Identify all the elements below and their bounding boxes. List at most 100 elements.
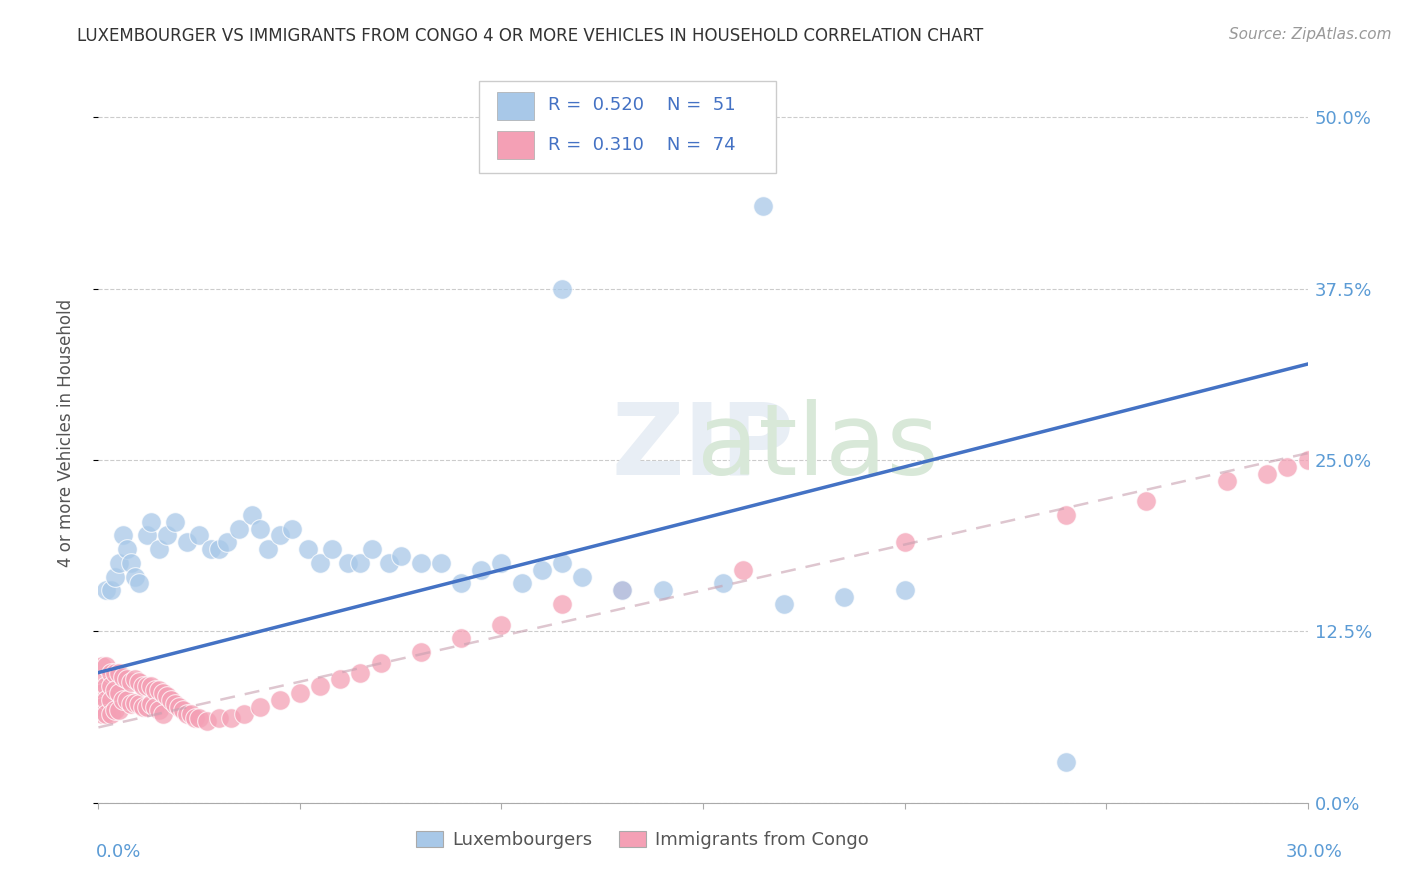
- Point: [143, 699, 166, 714]
- Point: [1135, 494, 1157, 508]
- Point: [91, 686, 114, 700]
- Point: [103, 569, 125, 583]
- Point: [329, 673, 352, 687]
- Point: [309, 679, 332, 693]
- Point: [288, 686, 311, 700]
- Point: [349, 556, 371, 570]
- Point: [1216, 474, 1239, 488]
- Point: [1054, 755, 1077, 769]
- Point: [111, 693, 134, 707]
- Point: [430, 556, 453, 570]
- Point: [107, 665, 129, 680]
- Point: [217, 535, 239, 549]
- Point: [1256, 467, 1278, 481]
- Point: [297, 542, 319, 557]
- Point: [107, 686, 129, 700]
- Point: [135, 528, 157, 542]
- Point: [240, 508, 263, 522]
- Point: [100, 679, 122, 693]
- Point: [124, 696, 146, 710]
- Point: [115, 542, 138, 557]
- Point: [132, 679, 155, 693]
- Point: [470, 563, 492, 577]
- Point: [139, 515, 162, 529]
- Point: [893, 535, 915, 549]
- Point: [651, 583, 673, 598]
- Point: [491, 617, 513, 632]
- FancyBboxPatch shape: [479, 81, 776, 173]
- Point: [120, 675, 142, 690]
- Point: [148, 702, 170, 716]
- Point: [152, 686, 174, 700]
- Point: [612, 583, 634, 598]
- Point: [128, 675, 150, 690]
- Point: [91, 673, 114, 687]
- Point: [160, 693, 183, 707]
- Point: [91, 706, 114, 721]
- Point: [148, 542, 170, 557]
- Point: [163, 697, 186, 711]
- Point: [1296, 453, 1319, 467]
- Point: [510, 576, 533, 591]
- Text: LUXEMBOURGER VS IMMIGRANTS FROM CONGO 4 OR MORE VEHICLES IN HOUSEHOLD CORRELATIO: LUXEMBOURGER VS IMMIGRANTS FROM CONGO 4 …: [77, 27, 984, 45]
- Point: [893, 583, 915, 598]
- Point: [281, 522, 304, 536]
- Bar: [498, 130, 534, 159]
- Point: [208, 542, 231, 557]
- Point: [256, 542, 278, 557]
- Point: [752, 199, 775, 213]
- Text: R =  0.520    N =  51: R = 0.520 N = 51: [548, 96, 735, 114]
- Text: 0.0%: 0.0%: [96, 843, 141, 861]
- Point: [195, 714, 218, 728]
- Bar: [498, 92, 534, 120]
- Text: ZIP: ZIP: [612, 399, 794, 496]
- Point: [128, 576, 150, 591]
- Point: [120, 556, 142, 570]
- Point: [124, 569, 146, 583]
- Point: [551, 597, 574, 611]
- Point: [120, 697, 142, 711]
- Point: [491, 556, 513, 570]
- Point: [156, 689, 179, 703]
- Y-axis label: 4 or more Vehicles in Household: 4 or more Vehicles in Household: [56, 299, 75, 566]
- Point: [96, 658, 118, 673]
- Point: [132, 699, 155, 714]
- Point: [450, 632, 472, 646]
- Point: [337, 556, 360, 570]
- Point: [349, 665, 371, 680]
- Point: [389, 549, 412, 563]
- Point: [249, 522, 271, 536]
- Point: [1054, 508, 1077, 522]
- Point: [733, 563, 755, 577]
- Point: [180, 706, 202, 721]
- Point: [361, 542, 384, 557]
- Point: [208, 711, 231, 725]
- Point: [188, 711, 211, 725]
- Point: [128, 697, 150, 711]
- Point: [96, 583, 118, 598]
- Point: [551, 282, 574, 296]
- Point: [370, 656, 392, 670]
- Text: 30.0%: 30.0%: [1286, 843, 1343, 861]
- Point: [409, 645, 432, 659]
- Point: [176, 706, 198, 721]
- Point: [115, 673, 138, 687]
- Point: [163, 515, 186, 529]
- Legend: Luxembourgers, Immigrants from Congo: Luxembourgers, Immigrants from Congo: [409, 824, 876, 856]
- Point: [377, 556, 399, 570]
- Point: [188, 528, 211, 542]
- Point: [184, 711, 207, 725]
- Point: [107, 702, 129, 716]
- Point: [167, 699, 190, 714]
- Point: [221, 711, 243, 725]
- Point: [832, 590, 855, 604]
- Point: [249, 699, 271, 714]
- Point: [111, 528, 134, 542]
- Point: [143, 683, 166, 698]
- Point: [309, 556, 332, 570]
- Text: Source: ZipAtlas.com: Source: ZipAtlas.com: [1229, 27, 1392, 42]
- Point: [612, 583, 634, 598]
- Point: [103, 683, 125, 698]
- Point: [139, 679, 162, 693]
- Point: [100, 665, 122, 680]
